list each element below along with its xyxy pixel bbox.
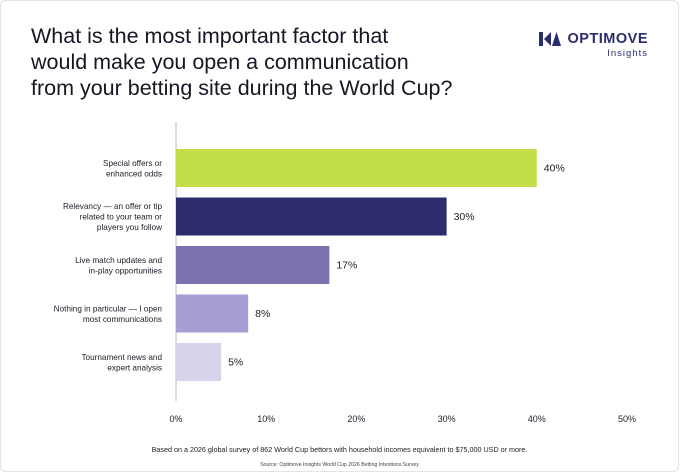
data-label-3: 17% [336,260,357,272]
source-note: Source: Optimove Insights World Cup 2026… [260,462,419,468]
bar-1 [176,149,537,187]
bar-5 [176,343,222,381]
data-label-5: 5% [228,357,243,369]
footnote: Based on a 2026 global survey of 862 Wor… [151,445,528,454]
x-tick-label-40: 40% [528,414,546,424]
data-label-1: 40% [544,163,565,175]
x-tick-label-10: 10% [257,414,275,424]
optimove-logo-icon [539,32,562,46]
bar-3 [176,246,330,284]
category-label-2: Relevancy — an offer or tip related to yo… [63,202,163,232]
brand-logo: OPTIMOVE Insights [539,31,648,59]
x-tick-label-20: 20% [347,414,365,424]
chart-title: What is the most important factor that w… [31,23,531,101]
title-line-1: What is the most important factor that [31,24,389,48]
x-tick-label-0: 0% [169,414,182,424]
title-line-2: would make you open a communication [31,50,409,74]
category-label-3: Live match updates and in-play opportunit… [75,256,162,276]
title-line-3: from your betting site during the World … [31,76,453,100]
category-label-1: Special offers or enhanced odds [103,159,162,179]
bar-4 [176,294,249,333]
brand-subtitle: Insights [607,48,648,59]
brand-name: OPTIMOVE [567,31,648,47]
category-label-5: Tournament news and expert analysis [81,353,162,373]
data-label-2: 30% [454,211,475,223]
category-label-4: Nothing in particular — I open most commu… [54,304,163,324]
data-label-4: 8% [255,308,270,320]
bar-chart: 40% Special offers or enhanced odds 30% Rele… [54,122,636,424]
bar-2 [176,197,447,236]
x-tick-label-30: 30% [438,414,456,424]
x-tick-label-50: 50% [618,414,636,424]
